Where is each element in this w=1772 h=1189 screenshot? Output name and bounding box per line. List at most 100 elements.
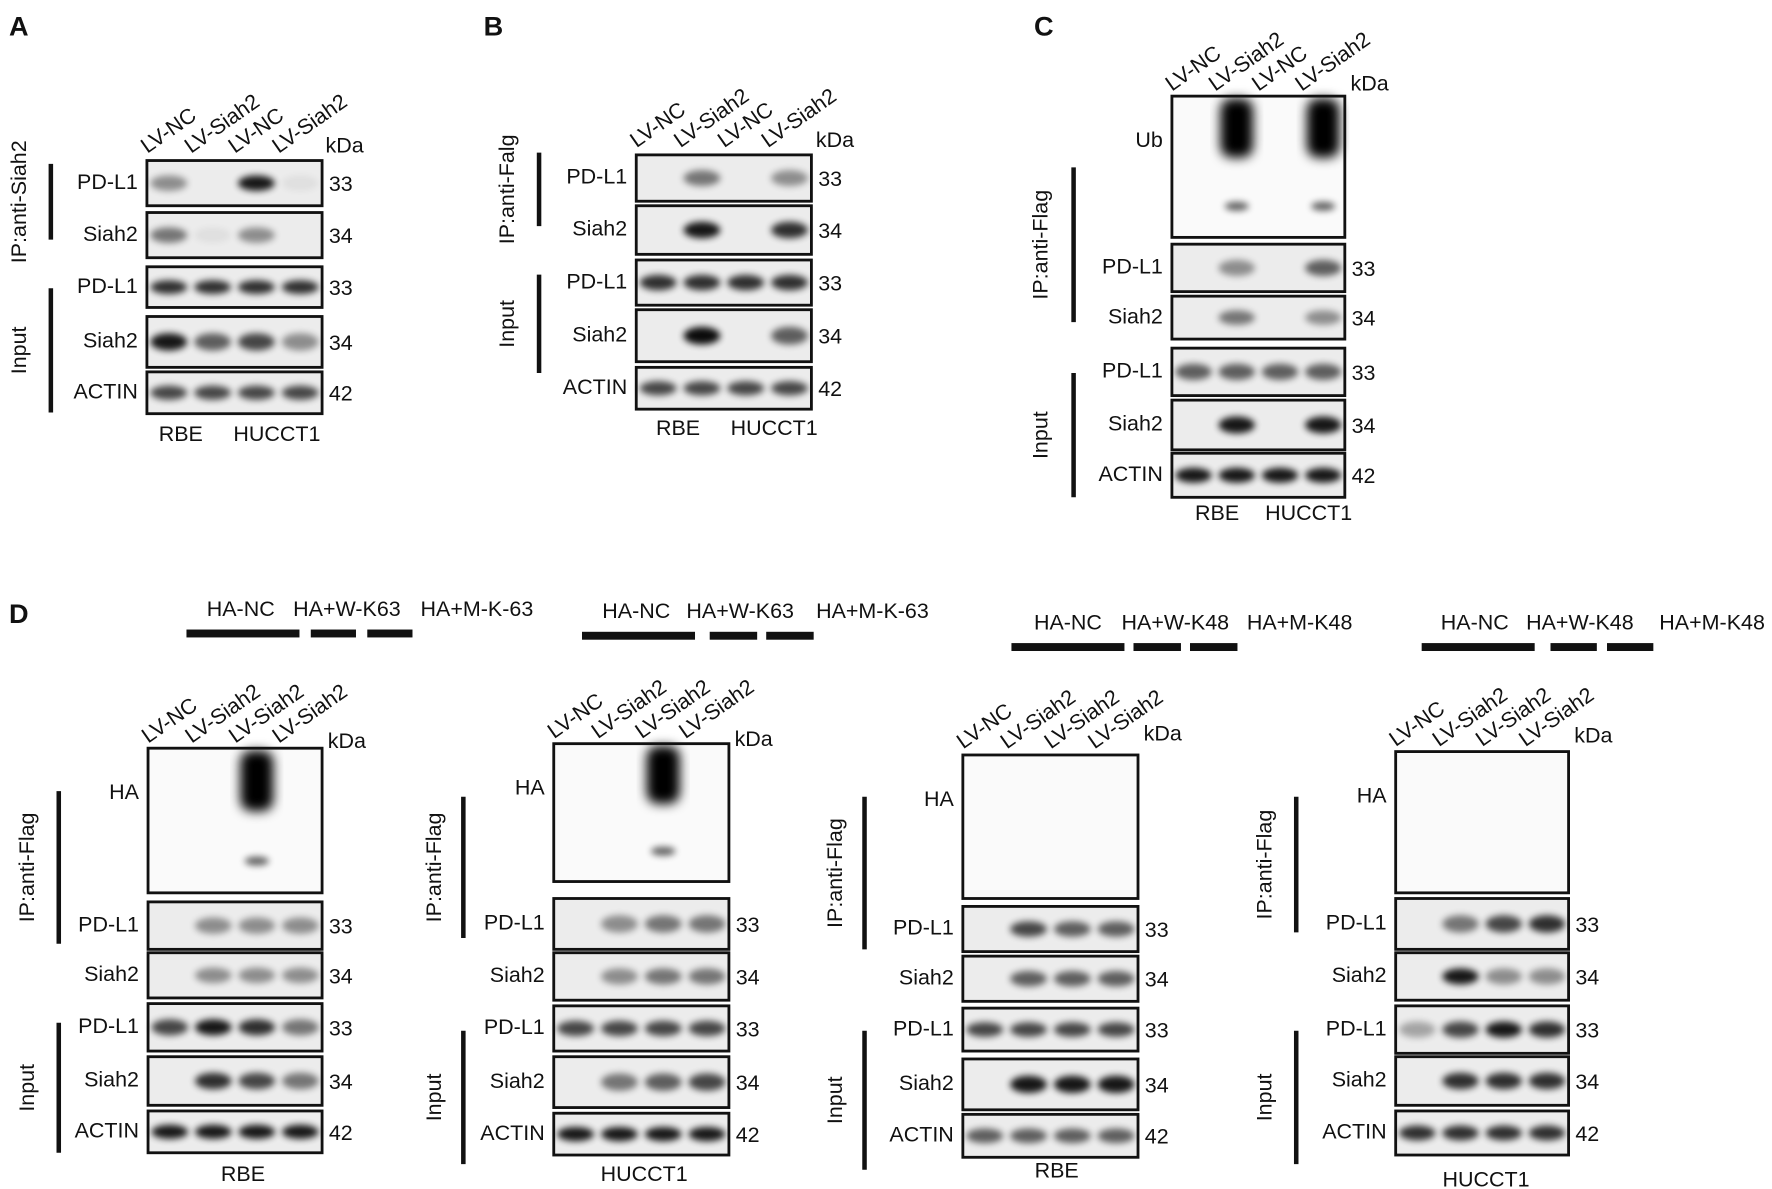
cell-line: RBE <box>656 416 700 440</box>
cell-line: HUCCT1 <box>731 416 818 440</box>
treatment-label: HA+M-K-63 <box>421 597 534 621</box>
kda-value: 34 <box>736 1071 760 1095</box>
row-label: Siah2 <box>899 965 954 989</box>
band <box>771 326 808 345</box>
blot-frame <box>146 1002 324 1053</box>
band <box>281 280 319 295</box>
row-label: Siah2 <box>1332 963 1387 987</box>
band <box>1305 363 1342 380</box>
treatment-label: HA+M-K48 <box>1659 611 1765 635</box>
group-label: Input <box>1252 1073 1276 1121</box>
cell-line: RBE <box>159 422 203 446</box>
blot-frame <box>146 746 324 895</box>
kda-unit: kDa <box>1144 721 1182 745</box>
band <box>966 1128 1004 1144</box>
blot-frame <box>1394 750 1570 895</box>
treatment-label: HA-NC <box>1034 611 1102 635</box>
panel: CLV-NCLV-Siah2LV-NCLV-Siah2kDaIP:anti-Fl… <box>1029 10 1389 524</box>
band <box>1053 921 1091 937</box>
blot-frame <box>146 1055 324 1107</box>
band <box>1442 915 1479 933</box>
kda-unit: kDa <box>735 727 773 751</box>
row-label: Siah2 <box>1108 304 1163 328</box>
blot-frame <box>961 1112 1140 1159</box>
kda-value: 33 <box>1575 1019 1599 1043</box>
kda-value: 34 <box>329 224 353 248</box>
band <box>644 915 682 933</box>
blot-frame <box>1394 1004 1570 1055</box>
band <box>688 915 726 933</box>
blot <box>145 315 324 369</box>
row-label: Siah2 <box>572 322 627 346</box>
group-label: IP:anti-Flag <box>15 813 39 923</box>
band <box>601 915 638 933</box>
band <box>1399 1021 1436 1038</box>
blot <box>146 1109 324 1155</box>
blot-frame <box>552 742 731 883</box>
group-label: Input <box>7 326 31 374</box>
blot <box>634 204 813 256</box>
band <box>683 274 721 291</box>
treatment-label: HA+M-K-63 <box>816 599 929 623</box>
band <box>557 1020 595 1037</box>
blot <box>145 159 324 208</box>
band <box>150 333 188 351</box>
band <box>1218 259 1255 276</box>
band <box>282 1072 319 1090</box>
row-label: ACTIN <box>563 375 627 399</box>
band <box>151 1019 189 1036</box>
blot-frame <box>1170 451 1347 499</box>
row-label: PD-L1 <box>566 165 627 189</box>
band <box>1010 1128 1047 1144</box>
smear <box>240 750 274 812</box>
band <box>557 1127 595 1142</box>
blot <box>634 365 813 411</box>
blot-frame <box>145 159 324 208</box>
blot <box>146 951 324 1000</box>
band <box>688 1073 726 1091</box>
band <box>282 917 319 934</box>
blot-frame <box>145 265 324 309</box>
treatment-bar <box>709 631 758 640</box>
band <box>238 967 276 984</box>
band <box>1097 1075 1135 1094</box>
band <box>1485 1021 1522 1038</box>
kda-value: 33 <box>1352 361 1376 385</box>
band <box>1224 201 1249 211</box>
band <box>966 1022 1004 1037</box>
band <box>1485 1072 1522 1090</box>
band <box>1097 1128 1135 1144</box>
blot-frame <box>1170 94 1347 239</box>
row-label: PD-L1 <box>566 269 627 293</box>
blot <box>1170 294 1347 341</box>
row-label: PD-L1 <box>77 170 138 194</box>
kda-value: 42 <box>1575 1122 1599 1146</box>
blot <box>961 753 1140 900</box>
kda-value: 42 <box>818 377 842 401</box>
band <box>237 333 275 351</box>
blot <box>961 1112 1140 1159</box>
band <box>601 1127 638 1142</box>
blot-frame <box>634 153 813 203</box>
kda-value: 34 <box>818 219 842 243</box>
band <box>1305 467 1342 483</box>
smear <box>1306 98 1340 158</box>
band <box>195 1019 232 1036</box>
row-label: HA <box>109 780 140 804</box>
row-label: PD-L1 <box>893 916 954 940</box>
smear <box>646 745 680 804</box>
band <box>1218 310 1255 325</box>
band <box>194 227 231 243</box>
blot-frame <box>961 1057 1140 1112</box>
cell-line: HUCCT1 <box>1265 501 1352 525</box>
band <box>639 274 677 291</box>
band <box>1399 1125 1436 1141</box>
band <box>1311 201 1336 211</box>
band <box>150 227 188 243</box>
band <box>1218 363 1255 380</box>
band <box>1175 467 1212 483</box>
band <box>1528 968 1566 985</box>
blot <box>146 900 324 951</box>
blot-frame <box>1170 242 1347 294</box>
